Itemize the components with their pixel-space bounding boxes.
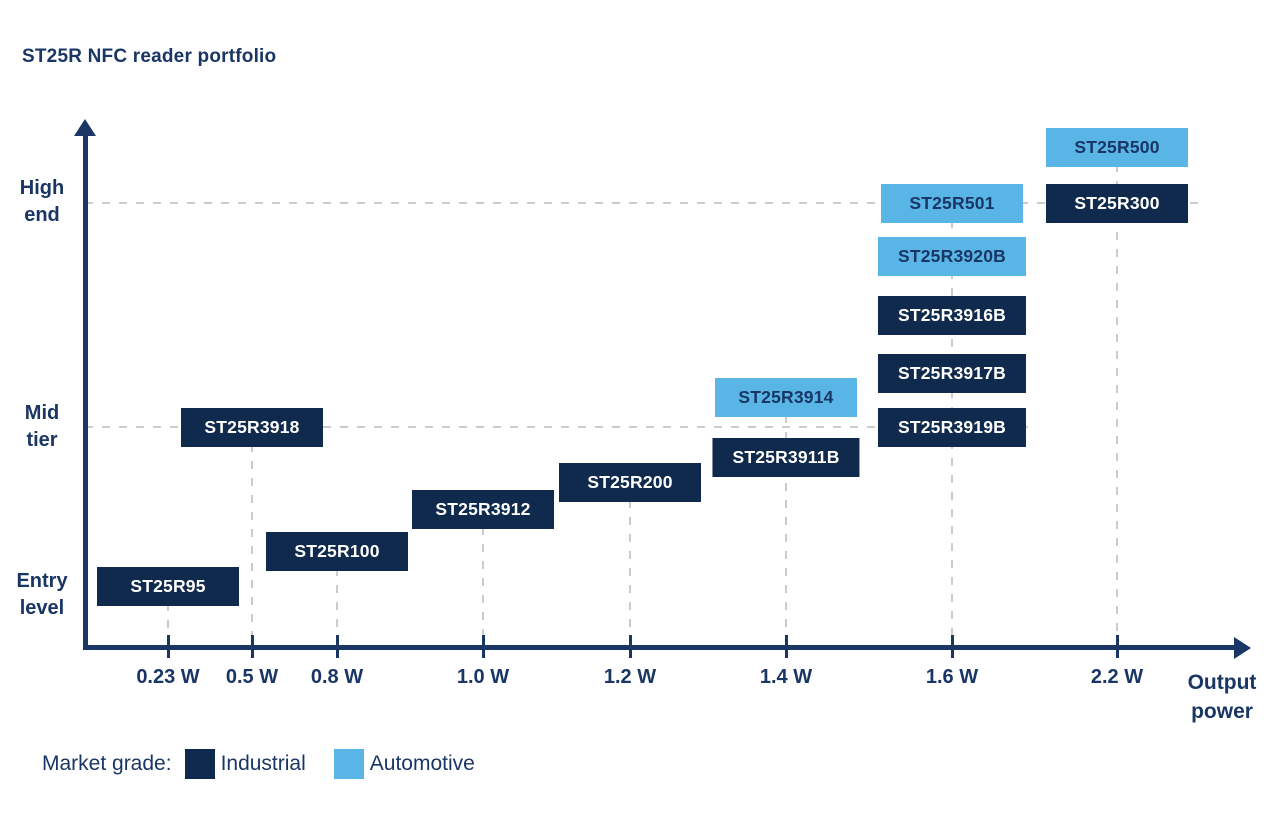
product-box-st25r100: ST25R100 (266, 531, 408, 571)
gridline-vertical-0.8W (336, 551, 338, 658)
product-box-label: ST25R3912 (435, 499, 531, 520)
x-tick-label-1.4: 1.4 W (759, 666, 813, 688)
x-axis-line (83, 645, 1236, 650)
x-tick-mark-1.4 (785, 635, 788, 658)
product-box-label: ST25R3918 (204, 416, 300, 437)
y-axis-line (83, 133, 88, 650)
chart-title: ST25R NFC reader portfolio (22, 46, 277, 67)
product-box-st25r3918: ST25R3918 (181, 407, 323, 447)
x-tick-label-0.5: 0.5 W (225, 666, 279, 688)
legend-items: Industrial Automotive (184, 749, 503, 779)
product-box-label: ST25R3917B (897, 362, 1007, 383)
legend-swatch-automotive (333, 749, 364, 779)
x-tick-label-1: 1.0 W (456, 666, 510, 688)
gridline-vertical-1.0W (482, 509, 484, 658)
product-box-label: ST25R95 (130, 575, 206, 596)
gridline-vertical-1.4W (785, 397, 787, 658)
product-box-st25r95: ST25R95 (97, 566, 239, 606)
product-box-label: ST25R300 (1074, 192, 1160, 213)
product-box-st25r200: ST25R200 (559, 463, 701, 503)
product-box-label: ST25R200 (587, 472, 673, 493)
legend-item-automotive: Automotive (333, 749, 475, 779)
x-tick-mark-2.2 (1116, 635, 1119, 658)
product-box-label: ST25R3911B (732, 446, 840, 467)
product-box-st25r500: ST25R500 (1046, 127, 1188, 167)
product-box-st25r3919b: ST25R3919B (877, 407, 1027, 447)
legend-item-industrial: Industrial (184, 749, 306, 779)
gridline-vertical-2.2W (1116, 147, 1118, 658)
gridline-vertical-0.5W (251, 427, 253, 658)
x-tick-label-2.2: 2.2 W (1090, 666, 1144, 688)
product-box-label: ST25R3916B (897, 304, 1007, 325)
product-box-st25r3911b: ST25R3911B (712, 437, 860, 477)
y-tier-label-mid: Mid tier (24, 402, 60, 451)
product-box-st25r3914: ST25R3914 (715, 378, 857, 418)
product-box-st25r3916b: ST25R3916B (877, 295, 1027, 335)
legend-label-industrial: Industrial (220, 752, 306, 775)
x-tick-mark-1.2 (629, 635, 632, 658)
product-box-label: ST25R100 (294, 540, 380, 561)
legend: Market grade: Industrial Automotive (42, 748, 503, 780)
x-tick-mark-1.6 (951, 635, 954, 658)
product-box-st25r3917b: ST25R3917B (877, 353, 1027, 393)
x-tick-mark-0.8 (336, 635, 339, 658)
y-axis-arrow-icon (74, 119, 96, 136)
x-tick-mark-0.23 (167, 635, 170, 658)
product-box-st25r3912: ST25R3912 (412, 490, 554, 530)
product-box-label: ST25R3914 (738, 387, 834, 408)
y-tier-label-entry: Entry level (16, 570, 68, 619)
legend-title: Market grade: (42, 752, 172, 775)
product-box-st25r3920b: ST25R3920B (877, 237, 1027, 277)
product-box-label: ST25R500 (1074, 136, 1160, 157)
product-box-label: ST25R501 (909, 192, 995, 213)
legend-label-automotive: Automotive (369, 752, 475, 775)
x-tick-label-0.8: 0.8 W (310, 666, 364, 688)
gridline-horizontal-high (85, 202, 1198, 204)
product-box-label: ST25R3919B (897, 416, 1007, 437)
product-box-st25r501: ST25R501 (881, 183, 1023, 223)
gridline-horizontal-mid (85, 426, 1032, 428)
gridline-vertical-0.23W (167, 586, 169, 658)
x-tick-label-0.23: 0.23 W (136, 666, 200, 688)
x-tick-mark-1 (482, 635, 485, 658)
y-tier-label-high: High end (19, 177, 65, 226)
x-axis-arrow-icon (1234, 637, 1251, 659)
product-box-label: ST25R3920B (897, 246, 1007, 267)
x-tick-label-1.6: 1.6 W (925, 666, 979, 688)
gridline-vertical-1.2W (629, 482, 631, 658)
product-box-st25r300: ST25R300 (1046, 183, 1188, 223)
x-tick-label-1.2: 1.2 W (603, 666, 657, 688)
legend-swatch-industrial (184, 749, 215, 779)
x-tick-mark-0.5 (251, 635, 254, 658)
x-axis-title: Output power (1187, 671, 1257, 723)
